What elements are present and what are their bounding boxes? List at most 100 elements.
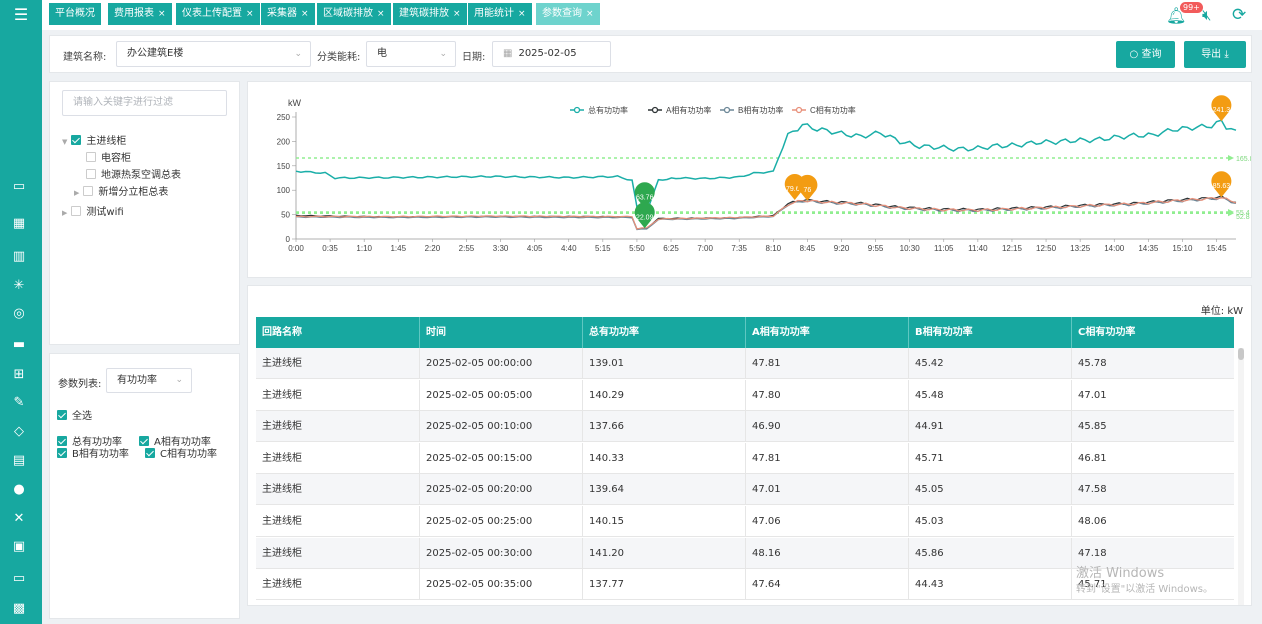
tab-label: 平台概况 [55,8,95,19]
checkbox[interactable] [86,169,96,179]
checkbox[interactable] [145,448,155,458]
screen-icon[interactable]: ▭ [12,571,26,586]
close-icon[interactable]: × [301,9,309,19]
table-row[interactable]: 主进线柜 2025-02-05 00:10:00 137.66 46.90 44.91 4… [256,411,1234,443]
table-cell: 45.71 [1078,579,1107,591]
checkbox[interactable] [71,206,82,216]
param-b-checkbox[interactable]: B相有功功率 [57,445,129,460]
menu-toggle-icon[interactable]: ☰ [13,5,29,24]
category-value: 电 [377,48,387,59]
tab-platform-overview[interactable]: 平台概况 [49,3,101,25]
tree-node-wifi[interactable]: ▶ 测试wifi [62,203,124,218]
tab-collector[interactable]: 采集器 × [261,3,315,25]
folder-icon[interactable]: ▬ [12,337,26,352]
tab-meter-upload[interactable]: 仪表上传配置 × [176,3,260,25]
legend-marker [795,106,803,114]
tab-label: 用能统计 [474,8,514,19]
chevron-down-icon: ⌄ [439,49,447,59]
table-cell: 47.81 [746,348,909,379]
checkbox[interactable] [86,152,96,162]
legend-marker [573,106,581,114]
select-all-checkbox[interactable]: 全选 [57,407,92,422]
close-icon[interactable]: × [377,9,385,19]
y-tick-label: 0 [286,235,291,244]
table-row[interactable]: 主进线柜 2025-02-05 00:15:00 140.33 47.81 45.71 4… [256,442,1234,474]
param-c-checkbox[interactable]: C相有功功率 [145,445,217,460]
param-a-checkbox[interactable]: A相有功功率 [139,433,211,448]
close-icon[interactable]: × [158,9,166,19]
tab-label: 费用报表 [114,8,154,19]
param-total-checkbox[interactable]: 总有功功率 [57,433,122,448]
tab-area-carbon[interactable]: 区域碳排放 × [317,3,391,25]
chevron-down-icon: ⌄ [294,49,302,59]
table-cell: 主进线柜 [256,537,420,569]
buildings-icon[interactable]: ▥ [12,249,26,264]
book-icon[interactable]: ▣ [12,539,26,554]
data-pin-label: 22.09 [636,214,654,221]
checkbox[interactable] [57,436,67,446]
checkbox[interactable] [139,436,149,446]
monitor-icon[interactable]: ▭ [12,179,26,194]
tab-building-carbon[interactable]: 建筑碳排放 × [393,3,467,25]
shield-icon[interactable]: ◇ [14,424,24,439]
scroll-thumb[interactable] [1238,348,1244,360]
tree-node-branch[interactable]: ▶ 新增分立柜总表 [74,183,168,198]
date-picker[interactable]: ▦ 2025-02-05 [492,41,611,67]
table-cell: 2025-02-05 00:15:00 [420,442,583,474]
checkbox[interactable] [57,448,67,458]
refresh-icon[interactable]: ⟳ [1232,5,1247,25]
table-cell: 139.64 [583,474,746,506]
notification-badge: 99+ [1180,2,1203,13]
org-icon[interactable]: ⊞ [13,367,25,382]
x-tick-label: 14:00 [1104,244,1125,253]
category-select[interactable]: 电 ⌄ [366,41,456,67]
table-row[interactable]: 主进线柜 2025-02-05 00:00:00 139.01 47.81 45.42 4… [256,348,1234,379]
tools-icon[interactable]: ✕ [13,511,25,526]
network-icon[interactable]: ✳ [13,278,25,293]
close-icon[interactable]: × [518,9,526,19]
report-icon[interactable]: ▩ [12,601,26,616]
checkbox[interactable] [57,410,67,420]
building-select[interactable]: 办公建筑E楼 ⌄ [116,41,311,67]
building-icon[interactable]: ▦ [12,216,26,231]
close-icon[interactable]: × [586,9,594,19]
param-select[interactable]: 有功功率 ⌄ [106,368,192,393]
mute-icon[interactable]: 🔇︎ [1202,6,1212,24]
table-row[interactable]: 主进线柜 2025-02-05 00:05:00 140.29 47.80 45.48 4… [256,379,1234,411]
average-line-label: 165.89 [1236,156,1251,163]
table-row[interactable]: 主进线柜 2025-02-05 00:20:00 139.64 47.01 45.05 4… [256,474,1234,506]
tree-node-main[interactable]: ▼ 主进线柜 [62,132,126,147]
close-icon[interactable]: × [453,9,461,19]
tab-cost-report[interactable]: 费用报表 × [108,3,172,25]
select-all-label: 全选 [72,411,92,422]
table-cell: 48.16 [746,537,909,569]
tree-search-input[interactable]: 请输入关键字进行过滤 [62,90,227,116]
location-icon[interactable]: ● [13,482,25,497]
chevron-down-icon: ⌄ [175,375,183,385]
query-button[interactable]: ○ 查询 [1116,41,1175,68]
x-tick-label: 9:20 [834,244,850,253]
checkbox[interactable] [71,135,82,145]
close-icon[interactable]: × [246,9,254,19]
edit-icon[interactable]: ✎ [13,395,25,410]
export-button[interactable]: 导出 ⤓ [1184,41,1246,68]
table-row[interactable]: 主进线柜 2025-02-05 00:35:00 137.77 47.64 44.43 4… [256,569,1234,601]
document-icon[interactable]: ▤ [12,453,26,468]
caret-right-icon[interactable]: ▶ [74,189,80,197]
table-row[interactable]: 主进线柜 2025-02-05 00:30:00 141.20 48.16 45.86 4… [256,537,1234,569]
tab-energy-stats[interactable]: 用能统计 × [468,3,532,25]
tree-node-heatpump[interactable]: 地源热泵空调总表 [86,166,181,181]
table-row[interactable]: 主进线柜 2025-02-05 00:25:00 140.15 47.06 45.03 4… [256,506,1234,537]
caret-down-icon[interactable]: ▼ [62,138,68,146]
table-scrollbar[interactable] [1238,348,1244,605]
tree-node-capacitor[interactable]: 电容柜 [86,149,131,164]
data-pin-label: 63.76 [636,194,654,201]
tab-param-query[interactable]: 参数查询 × [536,3,600,25]
caret-right-icon[interactable]: ▶ [62,209,68,217]
legend-label: B相有功功率 [738,105,783,115]
x-tick-label: 10:30 [900,244,921,253]
energy-icon[interactable]: ◎ [13,306,25,321]
checkbox[interactable] [83,186,94,196]
y-tick-label: 200 [277,137,291,146]
param-list-label: 参数列表: [58,379,102,390]
